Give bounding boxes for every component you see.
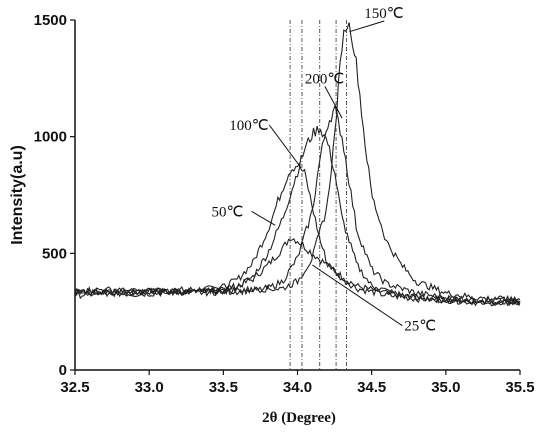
- x-tick-label-3: 34.0: [283, 379, 312, 396]
- annotation-leader-200: [324, 86, 343, 119]
- annotation-leader-50: [251, 210, 276, 226]
- annotation-leader-100: [268, 124, 301, 168]
- series-layer: [74, 22, 521, 307]
- x-tick-label-5: 35.0: [431, 379, 460, 396]
- annotation-150: 150℃: [364, 6, 403, 22]
- annotation-leader-25: [312, 264, 403, 327]
- x-tick-label-2: 33.5: [209, 379, 238, 396]
- x-axis-title: 2θ (Degree): [262, 410, 336, 426]
- x-tick-label-6: 35.5: [505, 379, 534, 396]
- x-tick-label-4: 34.5: [357, 379, 386, 396]
- series-line-200: [74, 104, 521, 304]
- y-tick-label-3: 1500: [34, 12, 67, 29]
- annotation-25: 25℃: [404, 319, 436, 335]
- x-tick-label-0: 32.5: [60, 379, 89, 396]
- axes: [74, 20, 520, 371]
- series-line-150: [74, 22, 521, 304]
- ticks: 32.5 33.0 33.5 34.0 34.5 35.0 35.5 0 500 1000 1500: [34, 12, 535, 396]
- reference-lines: [289, 20, 347, 370]
- series-line-100: [74, 125, 521, 307]
- annotation-leader-150: [349, 20, 385, 33]
- y-tick-label-0: 0: [59, 362, 67, 379]
- y-axis-title: Intensity(a.u): [9, 145, 26, 245]
- annotation-50: 50℃: [211, 204, 243, 220]
- annotation-200: 200℃: [305, 71, 344, 87]
- x-tick-label-1: 33.0: [135, 379, 164, 396]
- annotation-layer: 25℃ 50℃ 100℃ 200℃ 150℃: [211, 6, 436, 335]
- y-tick-label-1: 500: [42, 245, 67, 262]
- y-tick-label-2: 1000: [34, 129, 67, 146]
- annotation-100: 100℃: [229, 118, 268, 134]
